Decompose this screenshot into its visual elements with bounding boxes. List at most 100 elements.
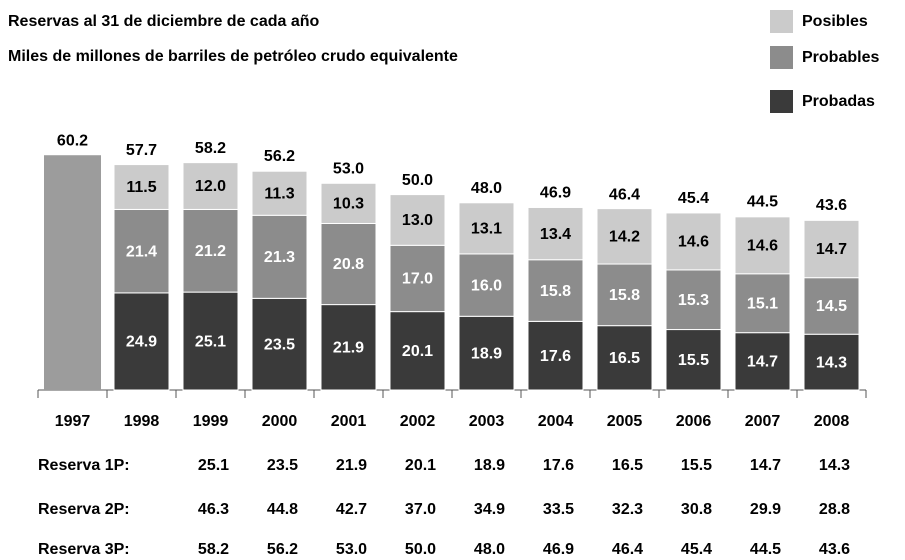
legend-label: Probables (802, 49, 879, 66)
bar-segment (251, 214, 308, 299)
bar-value-label: 15.3 (678, 292, 709, 309)
bar-segment (389, 194, 446, 246)
bar-value-label: 10.3 (333, 196, 364, 213)
bar-segment (182, 291, 239, 391)
total-label: 60.2 (57, 132, 88, 149)
table-cell: 17.6 (543, 457, 574, 474)
bar-segment (113, 164, 170, 210)
table-cell: 14.7 (750, 457, 781, 474)
bar-value-label: 12.0 (195, 178, 226, 195)
bar-value-label: 11.5 (126, 179, 156, 196)
bar-segment (734, 216, 791, 275)
table-cell: 48.0 (474, 541, 505, 558)
x-tick-label: 2001 (331, 413, 367, 430)
bar-segment (665, 269, 722, 331)
x-tick-label: 1997 (55, 413, 91, 430)
legend-swatch (770, 46, 793, 69)
bar-value-label: 11.3 (264, 185, 294, 202)
table-cell: 32.3 (612, 501, 643, 518)
bar-value-label: 25.1 (195, 333, 226, 350)
bar-segment (389, 311, 446, 391)
table-cell: 37.0 (405, 501, 436, 518)
bar-segment (389, 244, 446, 313)
bar-value-label: 21.2 (195, 243, 226, 260)
bar-segment (527, 320, 584, 391)
bar-segment (665, 329, 722, 391)
bar-value-label: 24.9 (126, 334, 157, 351)
bar-value-label: 18.9 (471, 345, 502, 362)
bar-segment (734, 273, 791, 334)
bar-segment (527, 259, 584, 322)
x-tick-label: 2005 (607, 413, 643, 430)
table-cell: 20.1 (405, 457, 436, 474)
x-tick-label: 2000 (262, 413, 298, 430)
bar-segment (251, 170, 308, 216)
bar-segment (527, 206, 584, 261)
bar-segment (113, 208, 170, 294)
table-cell: 16.5 (612, 457, 643, 474)
bar-value-label: 15.5 (678, 352, 709, 369)
table-cell: 45.4 (681, 541, 712, 558)
x-tick-label: 2008 (814, 413, 850, 430)
legend-label: Probadas (802, 93, 875, 110)
x-tick-label: 2004 (538, 413, 574, 430)
bar-value-label: 13.4 (540, 226, 571, 243)
bar-segment (320, 222, 377, 306)
bar-value-label: 21.3 (264, 249, 295, 266)
total-label: 53.0 (333, 161, 364, 178)
bar-segment (113, 292, 170, 391)
table-row-label: Reserva 1P: (38, 457, 130, 474)
table-cell: 18.9 (474, 457, 505, 474)
bar-value-label: 14.2 (609, 229, 640, 246)
bar-segment (458, 315, 515, 391)
bar-value-label: 16.0 (471, 277, 502, 294)
total-label: 56.2 (264, 148, 295, 165)
bar-value-label: 14.7 (747, 354, 778, 371)
bar-value-label: 15.8 (609, 287, 640, 304)
legend-label: Posibles (802, 13, 868, 30)
table-cell: 21.9 (336, 457, 367, 474)
bar-value-label: 13.1 (471, 221, 502, 238)
table-cell: 42.7 (336, 501, 367, 518)
bar-segment (251, 297, 308, 391)
bar-value-label: 23.5 (264, 336, 295, 353)
bar-value-label: 17.0 (402, 271, 433, 288)
bar-segment (458, 202, 515, 255)
table-cell: 29.9 (750, 501, 781, 518)
total-label: 46.9 (540, 184, 571, 201)
bar-value-label: 14.5 (816, 298, 847, 315)
bar-value-label: 15.1 (747, 295, 778, 312)
bar-segment (734, 332, 791, 391)
x-tick-label: 2003 (469, 413, 505, 430)
bar (44, 155, 101, 390)
table-cell: 44.5 (750, 541, 781, 558)
x-tick-label: 2007 (745, 413, 781, 430)
bar-segment (182, 162, 239, 210)
bar-value-label: 20.1 (402, 343, 433, 360)
table-cell: 33.5 (543, 501, 574, 518)
table-cell: 28.8 (819, 501, 850, 518)
chart-title: Reservas al 31 de diciembre de cada año (8, 13, 320, 30)
table-cell: 53.0 (336, 541, 367, 558)
bar-value-label: 21.4 (126, 243, 157, 260)
bar-segment (596, 263, 653, 327)
table-cell: 46.4 (612, 541, 643, 558)
legend-swatch (770, 90, 793, 113)
bar-segment (182, 208, 239, 293)
bar-segment (803, 219, 860, 279)
bar-value-label: 14.6 (747, 238, 778, 255)
table-cell: 15.5 (681, 457, 712, 474)
total-label: 50.0 (402, 172, 433, 189)
bar-value-label: 20.8 (333, 256, 364, 273)
table-cell: 34.9 (474, 501, 505, 518)
table-cell: 46.9 (543, 541, 574, 558)
table-cell: 43.6 (819, 541, 850, 558)
bar-value-label: 13.0 (402, 212, 433, 229)
total-label: 44.5 (747, 194, 778, 211)
bar-value-label: 14.6 (678, 234, 709, 251)
chart-subtitle: Miles de millones de barriles de petróle… (8, 48, 458, 65)
total-label: 43.6 (816, 197, 847, 214)
x-tick-label: 1998 (124, 413, 160, 430)
table-cell: 50.0 (405, 541, 436, 558)
